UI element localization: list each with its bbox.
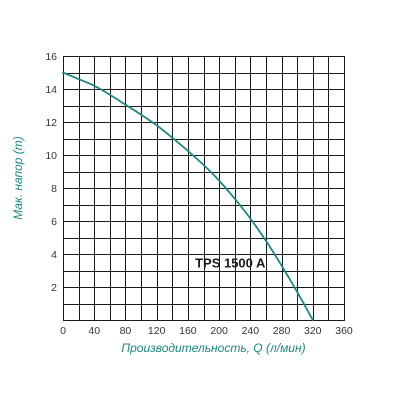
x-tick-label: 120 xyxy=(148,325,166,337)
x-tick-label: 280 xyxy=(273,325,291,337)
y-tick-label: 2 xyxy=(51,282,57,294)
x-tick-label: 0 xyxy=(60,325,66,337)
x-tick-label: 360 xyxy=(335,325,353,337)
x-tick-label: 160 xyxy=(179,325,197,337)
y-axis-title: Мак. напор (m) xyxy=(11,136,25,220)
x-tick-label: 80 xyxy=(120,325,132,337)
y-tick-label: 12 xyxy=(45,117,57,129)
y-tick-label: 6 xyxy=(51,216,57,228)
y-tick-label: 8 xyxy=(51,183,57,195)
curve-group xyxy=(62,71,314,321)
series-line xyxy=(62,71,314,321)
x-tick-labels: 0 40 80 120 160 200 240 280 320 360 xyxy=(60,325,353,337)
x-tick-label: 320 xyxy=(304,325,322,337)
x-axis-title: Производительность, Q (л/мин) xyxy=(121,341,305,355)
chart-grid xyxy=(63,56,345,321)
y-tick-labels: 2 4 6 8 10 12 14 16 xyxy=(45,51,57,294)
y-tick-label: 4 xyxy=(51,249,57,261)
x-tick-label: 40 xyxy=(88,325,100,337)
plot-frame xyxy=(62,55,346,322)
x-tick-label: 200 xyxy=(210,325,228,337)
x-tick-label: 240 xyxy=(242,325,260,337)
y-tick-label: 16 xyxy=(45,51,57,63)
y-tick-label: 10 xyxy=(45,150,57,162)
series-label: TPS 1500 A xyxy=(195,255,266,270)
y-tick-label: 14 xyxy=(45,84,57,96)
